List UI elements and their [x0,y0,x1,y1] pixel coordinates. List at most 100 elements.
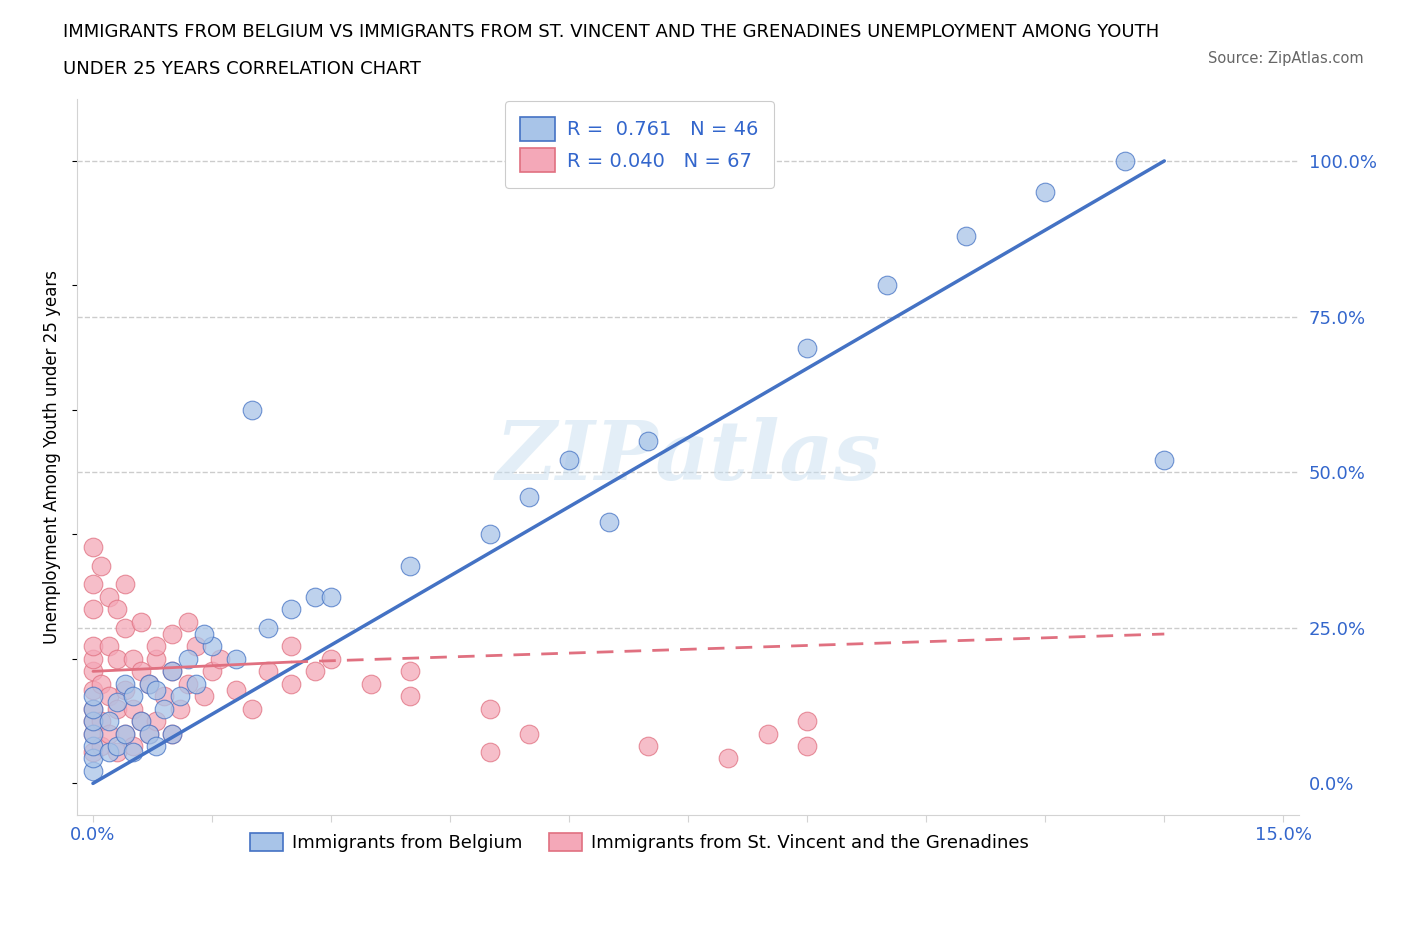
Point [97,639,120,654]
Point [280,676,302,691]
Point [169,689,191,704]
Point [162,726,184,741]
Point [97,745,120,760]
Point [955,228,977,243]
Point [177,614,200,629]
Point [319,652,342,667]
Point [138,726,160,741]
Point [121,652,143,667]
Point [114,726,136,741]
Point [97,689,120,704]
Point [796,738,818,753]
Point [82,745,104,760]
Point [184,676,207,691]
Point [129,713,152,728]
Point [129,614,152,629]
Point [97,590,120,604]
Point [138,676,160,691]
Point [184,639,207,654]
Point [114,726,136,741]
Point [280,602,302,617]
Point [145,713,167,728]
Point [129,664,152,679]
Point [145,738,167,753]
Point [256,664,278,679]
Point [114,676,136,691]
Point [240,701,263,716]
Point [360,676,382,691]
Point [82,602,104,617]
Point [90,713,112,728]
Point [225,652,247,667]
Point [82,713,104,728]
Point [114,577,136,591]
Point [796,340,818,355]
Point [796,713,818,728]
Point [478,527,501,542]
Point [105,701,128,716]
Point [225,683,247,698]
Text: UNDER 25 YEARS CORRELATION CHART: UNDER 25 YEARS CORRELATION CHART [63,60,422,78]
Y-axis label: Unemployment Among Youth under 25 years: Unemployment Among Youth under 25 years [44,270,60,644]
Point [82,683,104,698]
Point [1033,185,1056,200]
Point [121,745,143,760]
Point [105,695,128,710]
Point [90,676,112,691]
Point [138,726,160,741]
Point [97,726,120,741]
Point [145,639,167,654]
Point [201,664,224,679]
Point [82,701,104,716]
Point [82,639,104,654]
Point [280,639,302,654]
Point [399,558,422,573]
Point [138,676,160,691]
Point [114,683,136,698]
Point [82,539,104,554]
Point [240,403,263,418]
Point [399,689,422,704]
Point [121,701,143,716]
Point [82,664,104,679]
Point [201,639,224,654]
Point [717,751,740,766]
Point [90,558,112,573]
Point [304,590,326,604]
Point [637,738,659,753]
Point [145,683,167,698]
Point [114,620,136,635]
Point [82,726,104,741]
Point [177,676,200,691]
Point [129,713,152,728]
Point [105,738,128,753]
Point [145,652,167,667]
Point [105,745,128,760]
Point [319,590,342,604]
Legend: Immigrants from Belgium, Immigrants from St. Vincent and the Grenadines: Immigrants from Belgium, Immigrants from… [243,826,1036,859]
Point [256,620,278,635]
Point [82,751,104,766]
Point [121,738,143,753]
Point [82,764,104,778]
Point [519,489,541,504]
Point [105,602,128,617]
Point [82,738,104,753]
Point [153,689,176,704]
Point [82,701,104,716]
Point [193,627,215,642]
Point [876,278,898,293]
Point [82,713,104,728]
Point [177,652,200,667]
Point [478,701,501,716]
Point [82,726,104,741]
Text: ZIPatlas: ZIPatlas [495,417,882,497]
Point [519,726,541,741]
Point [756,726,779,741]
Point [162,664,184,679]
Point [208,652,231,667]
Point [304,664,326,679]
Point [399,664,422,679]
Point [162,627,184,642]
Point [1153,452,1175,467]
